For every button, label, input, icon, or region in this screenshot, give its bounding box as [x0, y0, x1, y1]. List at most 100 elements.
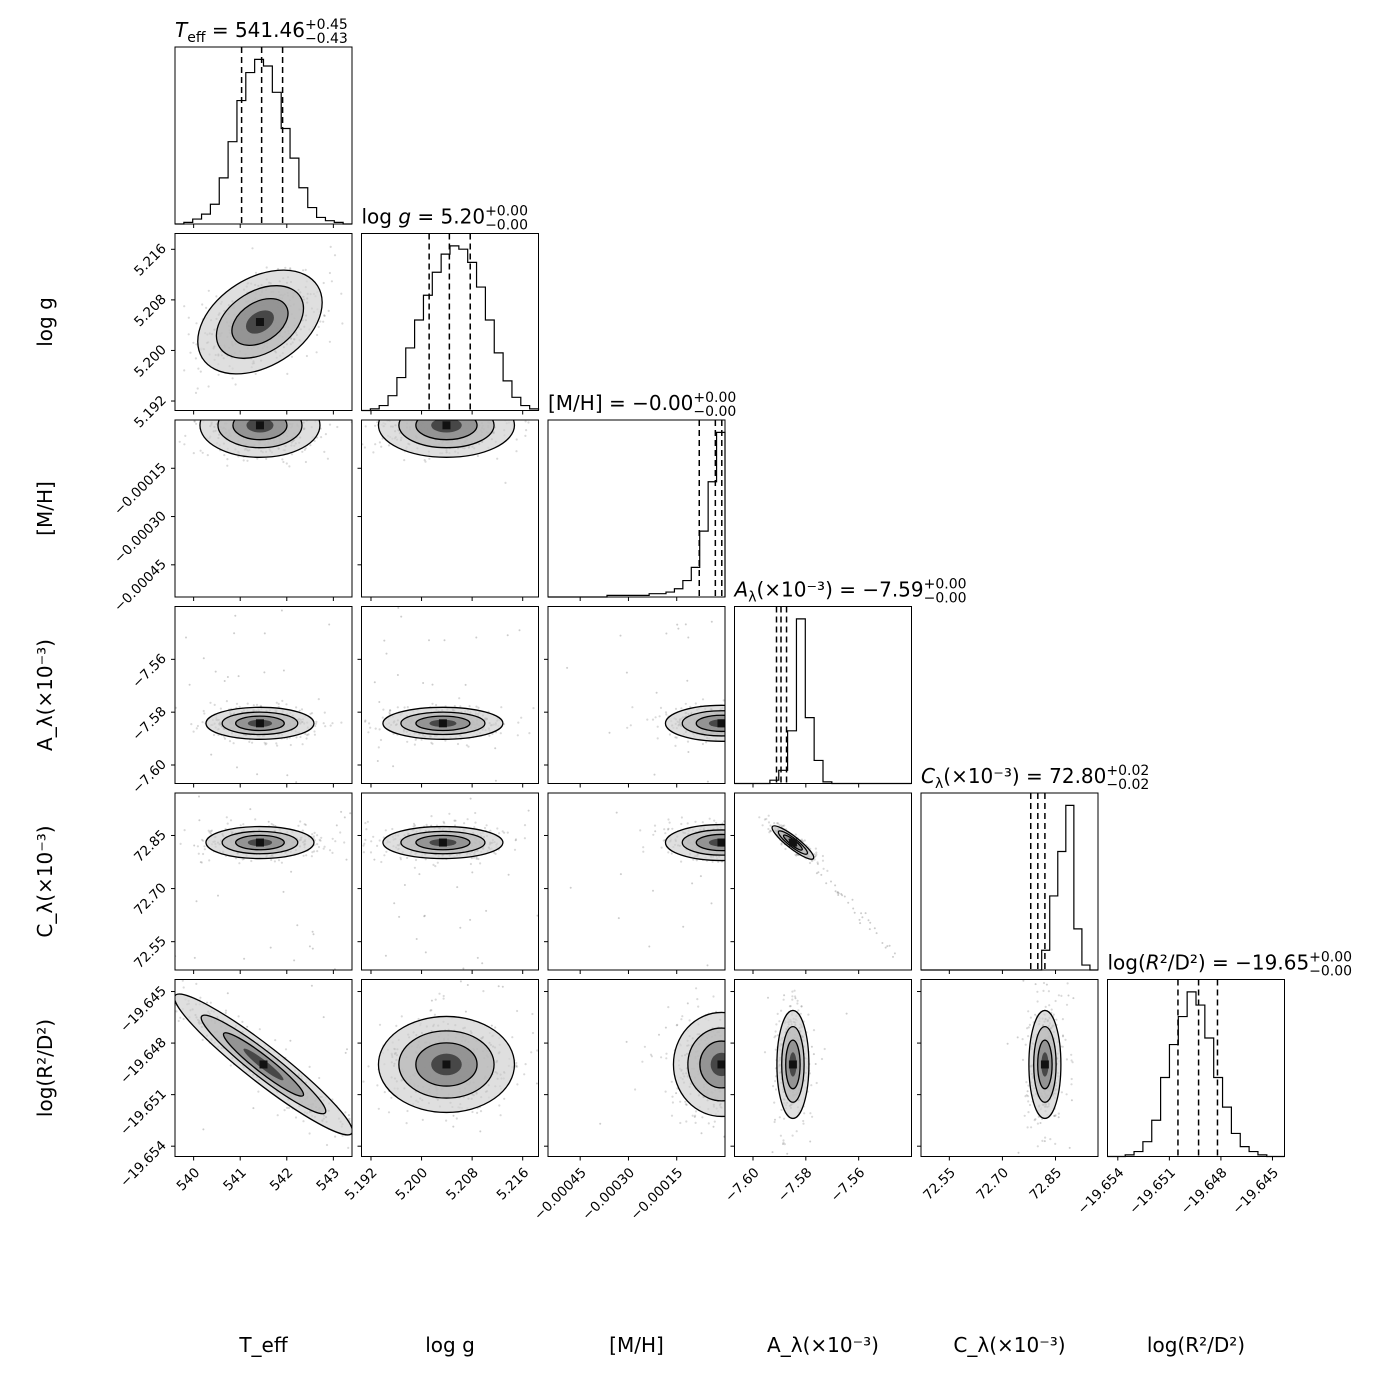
sample-point: [725, 861, 727, 863]
sample-point: [315, 723, 317, 725]
sample-point: [663, 840, 665, 842]
sample-point: [285, 1048, 287, 1050]
sample-point: [731, 858, 733, 860]
sample-point: [227, 415, 229, 417]
sample-point: [265, 400, 267, 402]
sample-point: [257, 1091, 259, 1093]
sample-point: [192, 342, 194, 344]
sample-point: [437, 413, 439, 415]
sample-point: [741, 733, 743, 735]
panel-teff-vs-teff: Teff = 541.46+0.45−0.43: [175, 17, 352, 228]
sample-point: [186, 416, 188, 418]
sample-point: [406, 416, 408, 418]
sample-point: [265, 400, 267, 402]
sample-point: [286, 400, 288, 402]
sample-point: [767, 721, 769, 723]
sample-point: [762, 845, 764, 847]
sample-point: [739, 737, 741, 739]
sample-point: [288, 465, 290, 467]
sample-point: [742, 731, 744, 733]
sample-point: [761, 822, 763, 824]
sample-point: [827, 743, 829, 745]
outlier-point: [397, 607, 399, 609]
sample-point: [465, 411, 467, 413]
sample-point: [654, 825, 656, 827]
sample-point: [183, 1018, 185, 1020]
sample-point: [729, 840, 731, 842]
outlier-point: [726, 885, 728, 887]
sample-point: [324, 846, 326, 848]
y-tick-label: 5.192: [131, 393, 170, 432]
sample-point: [515, 450, 517, 452]
outlier-point: [198, 819, 200, 821]
sample-point: [340, 293, 342, 295]
sample-point: [663, 828, 665, 830]
sample-point: [727, 715, 729, 717]
sample-point: [415, 859, 417, 861]
sample-point: [200, 371, 202, 373]
sample-point: [754, 831, 756, 833]
sample-point: [744, 830, 746, 832]
sample-point: [226, 465, 228, 467]
outlier-point: [428, 639, 430, 641]
outlier-point: [894, 952, 896, 954]
sample-point: [528, 732, 530, 734]
sample-point: [331, 722, 333, 724]
sample-point: [736, 723, 738, 725]
sample-point: [495, 853, 497, 855]
outlier-point: [432, 684, 434, 686]
sample-point: [475, 706, 477, 708]
sample-point: [726, 724, 728, 726]
y-tick-label: 72.70: [131, 880, 170, 919]
sample-point: [738, 860, 740, 862]
sample-point: [414, 414, 416, 416]
sample-point: [744, 825, 746, 827]
sample-point: [315, 721, 317, 723]
sample-point: [250, 411, 252, 413]
sample-point: [764, 870, 766, 872]
sample-point: [324, 712, 326, 714]
sample-point: [742, 715, 744, 717]
sample-point: [464, 414, 466, 416]
sample-point: [748, 845, 750, 847]
sample-point: [308, 411, 310, 413]
sample-point: [727, 726, 729, 728]
outlier-point: [238, 675, 240, 677]
sample-point: [777, 717, 779, 719]
sample-point: [727, 723, 729, 725]
sample-point: [738, 837, 740, 839]
sample-point: [250, 860, 252, 862]
sample-point: [770, 719, 772, 721]
sample-point: [265, 398, 267, 400]
sample-point: [741, 839, 743, 841]
sample-point: [316, 834, 318, 836]
sample-point: [457, 743, 459, 745]
sample-point: [729, 841, 731, 843]
sample-point: [459, 403, 461, 405]
sample-point: [225, 1012, 227, 1014]
sample-point: [525, 429, 527, 431]
outlier-point: [751, 715, 753, 717]
outlier-point: [687, 637, 689, 639]
sample-point: [748, 807, 750, 809]
sample-point: [751, 734, 753, 736]
sample-point: [437, 404, 439, 406]
sample-point: [479, 394, 481, 396]
sample-point: [188, 418, 190, 420]
sample-point: [730, 741, 732, 743]
sample-point: [373, 384, 375, 386]
sample-point: [493, 417, 495, 419]
sample-point: [822, 855, 824, 857]
sample-point: [226, 417, 228, 419]
sample-point: [500, 732, 502, 734]
sample-point: [746, 848, 748, 850]
sample-point: [702, 743, 704, 745]
sample-point: [639, 829, 641, 831]
title-pre: log: [362, 205, 399, 229]
sample-point: [743, 840, 745, 842]
sample-point: [729, 710, 731, 712]
outlier-point: [353, 746, 355, 748]
sample-point: [669, 822, 671, 824]
outlier-point: [528, 810, 530, 812]
sample-point: [364, 721, 366, 723]
